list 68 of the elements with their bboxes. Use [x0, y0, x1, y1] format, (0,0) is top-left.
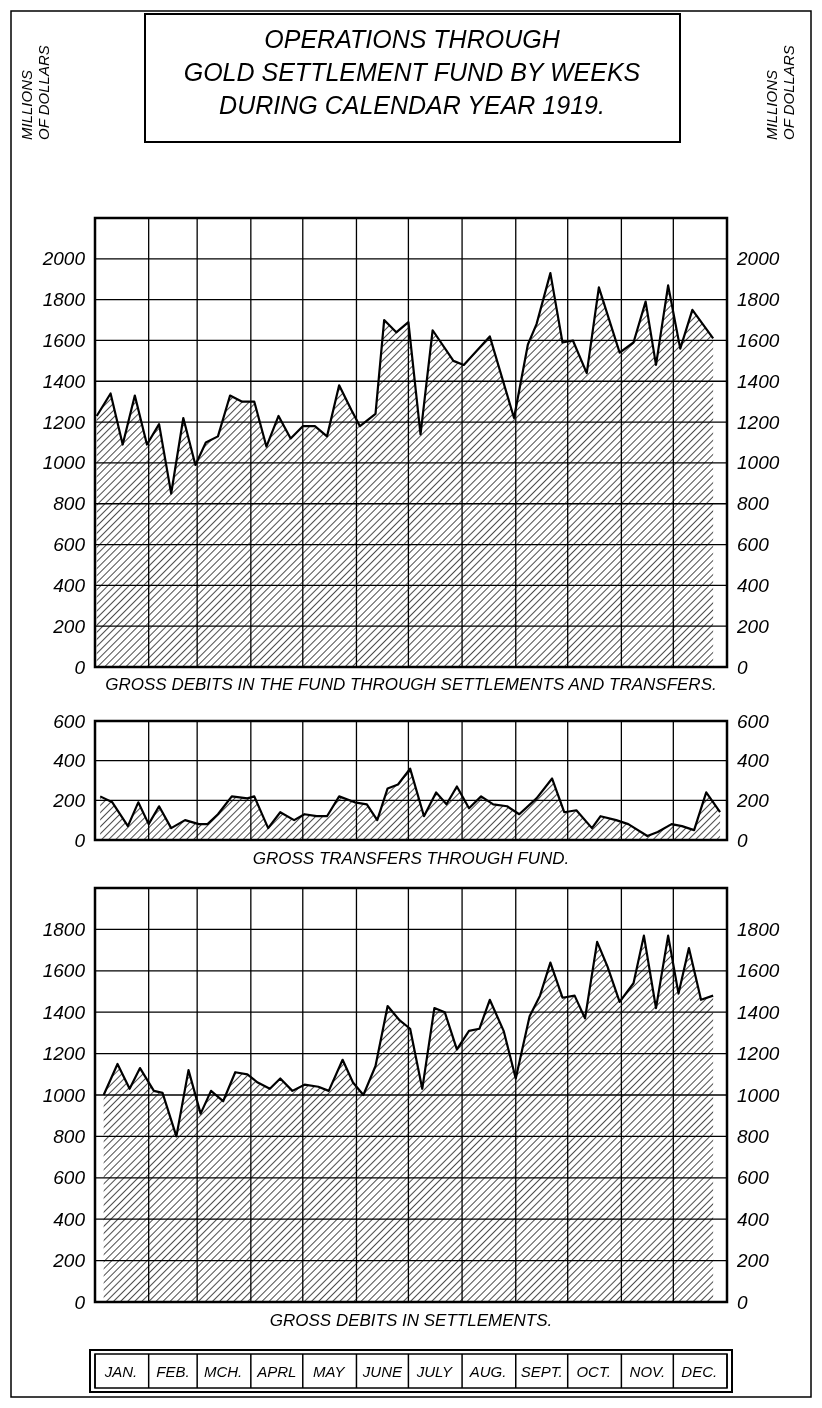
y2-axis-title: MILLIONS OF DOLLARS [763, 45, 797, 140]
y-tick-label: 600 [53, 1167, 86, 1189]
y-tick-label: 1000 [42, 1084, 86, 1106]
y-tick-label: 400 [53, 1208, 86, 1230]
y-tick-label: 0 [74, 656, 86, 678]
y2-tick-label: 400 [737, 750, 770, 772]
y2-tick-label: 0 [737, 656, 748, 678]
y-tick-label: 800 [53, 493, 86, 515]
x-tick-label: OCT. [576, 1362, 611, 1380]
y2-tick-label: 600 [737, 710, 770, 732]
y-tick-label: 400 [53, 750, 86, 772]
x-axis-title: GROSS DEBITS IN SETTLEMENTS. [269, 1311, 553, 1330]
y-tick-label: 0 [74, 829, 86, 851]
x-tick-label: JULY [415, 1362, 454, 1380]
y2-tick-label: 600 [737, 534, 770, 556]
x-tick-label: SEPT. [520, 1362, 563, 1380]
y2-tick-label: 800 [737, 1125, 770, 1147]
y2-tick-label: 200 [736, 789, 770, 811]
y2-tick-label: 400 [737, 1208, 770, 1230]
y2-tick-label: 1000 [737, 1084, 780, 1106]
y2-tick-label: 200 [736, 615, 770, 637]
x-tick-label: APRL [256, 1362, 297, 1380]
y-axis-title: MILLIONS OF DOLLARS [18, 45, 52, 140]
y-tick-label: 1600 [42, 329, 86, 351]
x-tick-label: JUNE [361, 1362, 404, 1380]
x-axis-title: GROSS DEBITS IN THE FUND THROUGH SETTLEMENTS AND TRANSFERS. [105, 675, 717, 694]
x-tick-label: FEB. [156, 1362, 190, 1380]
x-tick-label: NOV. [629, 1362, 666, 1380]
y2-tick-label: 2000 [736, 248, 780, 270]
y2-tick-label: 1400 [737, 1001, 780, 1023]
y2-tick-label: 1800 [737, 289, 780, 311]
chart-title: OPERATIONS THROUGH GOLD SETTLEMENT FUND BY WEEKS DURING CALENDAR YEAR 1919. [183, 25, 641, 119]
x-tick-label: AUG. [468, 1362, 507, 1380]
y-tick-label: 200 [52, 615, 86, 637]
y-tick-label: 1200 [42, 1043, 86, 1065]
y-tick-label: 1200 [42, 411, 86, 433]
y-tick-label: 600 [53, 534, 86, 556]
y-tick-label: 400 [53, 574, 86, 596]
x-tick-label: DEC. [681, 1362, 718, 1380]
y-tick-label: 0 [74, 1291, 86, 1313]
y2-tick-label: 1800 [737, 918, 780, 940]
y2-tick-label: 1200 [737, 411, 780, 433]
y2-tick-label: 1600 [737, 329, 780, 351]
y-tick-label: 1600 [42, 960, 86, 982]
y-tick-label: 800 [53, 1125, 86, 1147]
y-tick-label: 1000 [42, 452, 86, 474]
x-axis-title: GROSS TRANSFERS THROUGH FUND. [252, 849, 570, 868]
y-tick-label: 1800 [42, 289, 86, 311]
y2-tick-label: 400 [737, 574, 770, 596]
y-tick-label: 200 [52, 789, 86, 811]
y2-tick-label: 800 [737, 493, 770, 515]
y2-tick-label: 200 [736, 1250, 770, 1272]
x-tick-label: MAY [313, 1362, 346, 1380]
y-tick-label: 1800 [42, 918, 86, 940]
y2-tick-label: 1000 [737, 452, 780, 474]
y2-tick-label: 1200 [737, 1043, 780, 1065]
x-tick-label: MCH. [203, 1362, 243, 1380]
x-tick-label: JAN. [103, 1362, 138, 1380]
y2-tick-label: 1400 [737, 370, 780, 392]
y-tick-label: 2000 [41, 248, 86, 270]
y-tick-label: 600 [53, 710, 86, 732]
y2-tick-label: 1600 [737, 960, 780, 982]
y-tick-label: 200 [52, 1250, 86, 1272]
y-tick-label: 1400 [42, 370, 86, 392]
y-tick-label: 1400 [42, 1001, 86, 1023]
y2-tick-label: 0 [737, 1291, 748, 1313]
y2-tick-label: 600 [737, 1167, 770, 1189]
y2-tick-label: 0 [737, 829, 748, 851]
